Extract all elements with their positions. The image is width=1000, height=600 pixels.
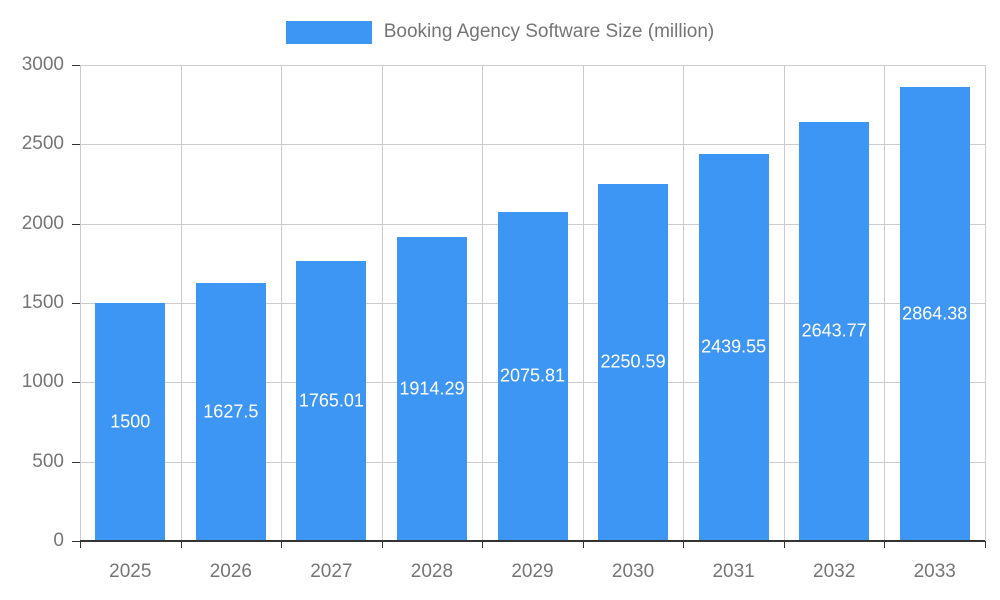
- x-tick-label: 2027: [310, 561, 353, 582]
- bar-value-label: 2864.38: [902, 303, 968, 324]
- x-tick-mark: [985, 541, 986, 548]
- y-tick-label: 0: [53, 530, 64, 551]
- v-gridline: [180, 65, 182, 541]
- y-gridline: [80, 65, 985, 66]
- bar-value-label: 2643.77: [801, 320, 867, 341]
- bar-value-label: 1500: [110, 411, 151, 432]
- x-tick-mark: [80, 541, 81, 548]
- x-tick-label: 2026: [209, 561, 252, 582]
- x-tick-mark: [180, 541, 182, 548]
- x-tick-label: 2032: [813, 561, 856, 582]
- v-gridline: [482, 65, 484, 541]
- v-gridline: [281, 65, 283, 541]
- y-tick-mark: [72, 223, 80, 225]
- bar: 2864.38: [899, 86, 970, 541]
- bar-value-label: 2075.81: [499, 365, 566, 386]
- v-gridline: [985, 65, 986, 541]
- v-gridline: [683, 65, 685, 541]
- y-tick-label: 2000: [21, 212, 64, 234]
- v-gridline: [381, 65, 383, 541]
- bar: 1500: [95, 303, 166, 541]
- bar-value-label: 2250.59: [600, 351, 666, 372]
- bar-value-label: 1627.5: [203, 401, 259, 422]
- y-tick-mark: [72, 65, 80, 66]
- bar: 1765.01: [296, 260, 367, 541]
- y-tick-mark: [72, 303, 80, 304]
- x-tick-label: 2031: [712, 561, 755, 582]
- x-tick-label: 2033: [913, 561, 956, 582]
- x-tick-mark: [482, 541, 484, 548]
- y-tick-label: 3000: [21, 54, 64, 75]
- x-tick-mark: [884, 541, 886, 548]
- x-tick-mark: [381, 541, 383, 548]
- y-tick-mark: [72, 541, 80, 542]
- x-axis-baseline: [80, 540, 985, 542]
- legend-swatch-icon: [285, 20, 372, 44]
- y-tick-mark: [72, 461, 80, 463]
- y-tick-label: 2500: [21, 133, 64, 155]
- bar: 2250.59: [598, 183, 669, 541]
- x-tick-mark: [783, 541, 785, 548]
- x-tick-mark: [281, 541, 283, 548]
- bar: 1627.5: [195, 282, 266, 541]
- x-tick-label: 2025: [109, 561, 152, 582]
- bar: 2439.55: [698, 153, 769, 541]
- chart-legend: Booking Agency Software Size (million): [0, 18, 1000, 46]
- y-tick-label: 1500: [21, 292, 64, 313]
- bar: 2643.77: [799, 121, 870, 541]
- v-gridline: [80, 65, 81, 541]
- x-tick-mark: [582, 541, 584, 548]
- x-tick-label: 2029: [511, 561, 554, 582]
- chart-title: Booking Agency Software Size (million): [383, 21, 715, 42]
- bar-value-label: 2439.55: [701, 336, 767, 357]
- x-tick-mark: [683, 541, 685, 548]
- v-gridline: [783, 65, 785, 541]
- y-tick-label: 500: [32, 450, 64, 472]
- y-tick-mark: [72, 382, 80, 384]
- bar-value-label: 1765.01: [298, 390, 364, 411]
- bar: 2075.81: [497, 211, 568, 541]
- x-tick-label: 2030: [611, 561, 655, 582]
- x-tick-label: 2028: [410, 561, 454, 582]
- v-gridline: [884, 65, 886, 541]
- y-tick-mark: [72, 144, 80, 146]
- bar-value-label: 1914.29: [399, 378, 465, 399]
- bar: 1914.29: [396, 237, 467, 541]
- v-gridline: [582, 65, 584, 541]
- y-gridline: [80, 144, 985, 146]
- y-tick-label: 1000: [21, 371, 64, 393]
